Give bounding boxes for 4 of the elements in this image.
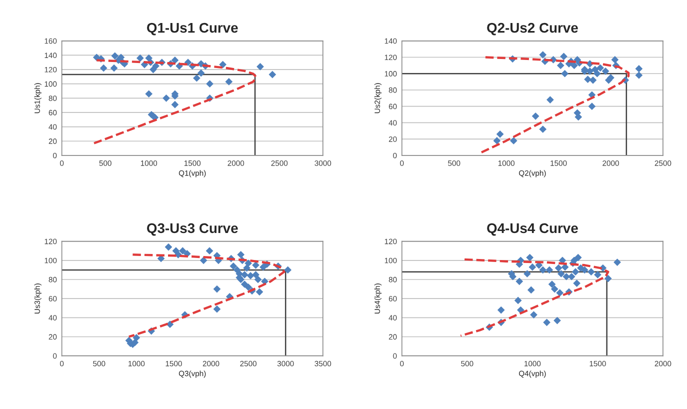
chart-title: Q2-Us2 Curve: [487, 22, 578, 36]
chart-title: Q4-Us4 Curve: [487, 223, 578, 236]
chart-title: Q3-Us3 Curve: [147, 223, 238, 236]
chart-title: Q1-Us1 Curve: [147, 22, 238, 36]
